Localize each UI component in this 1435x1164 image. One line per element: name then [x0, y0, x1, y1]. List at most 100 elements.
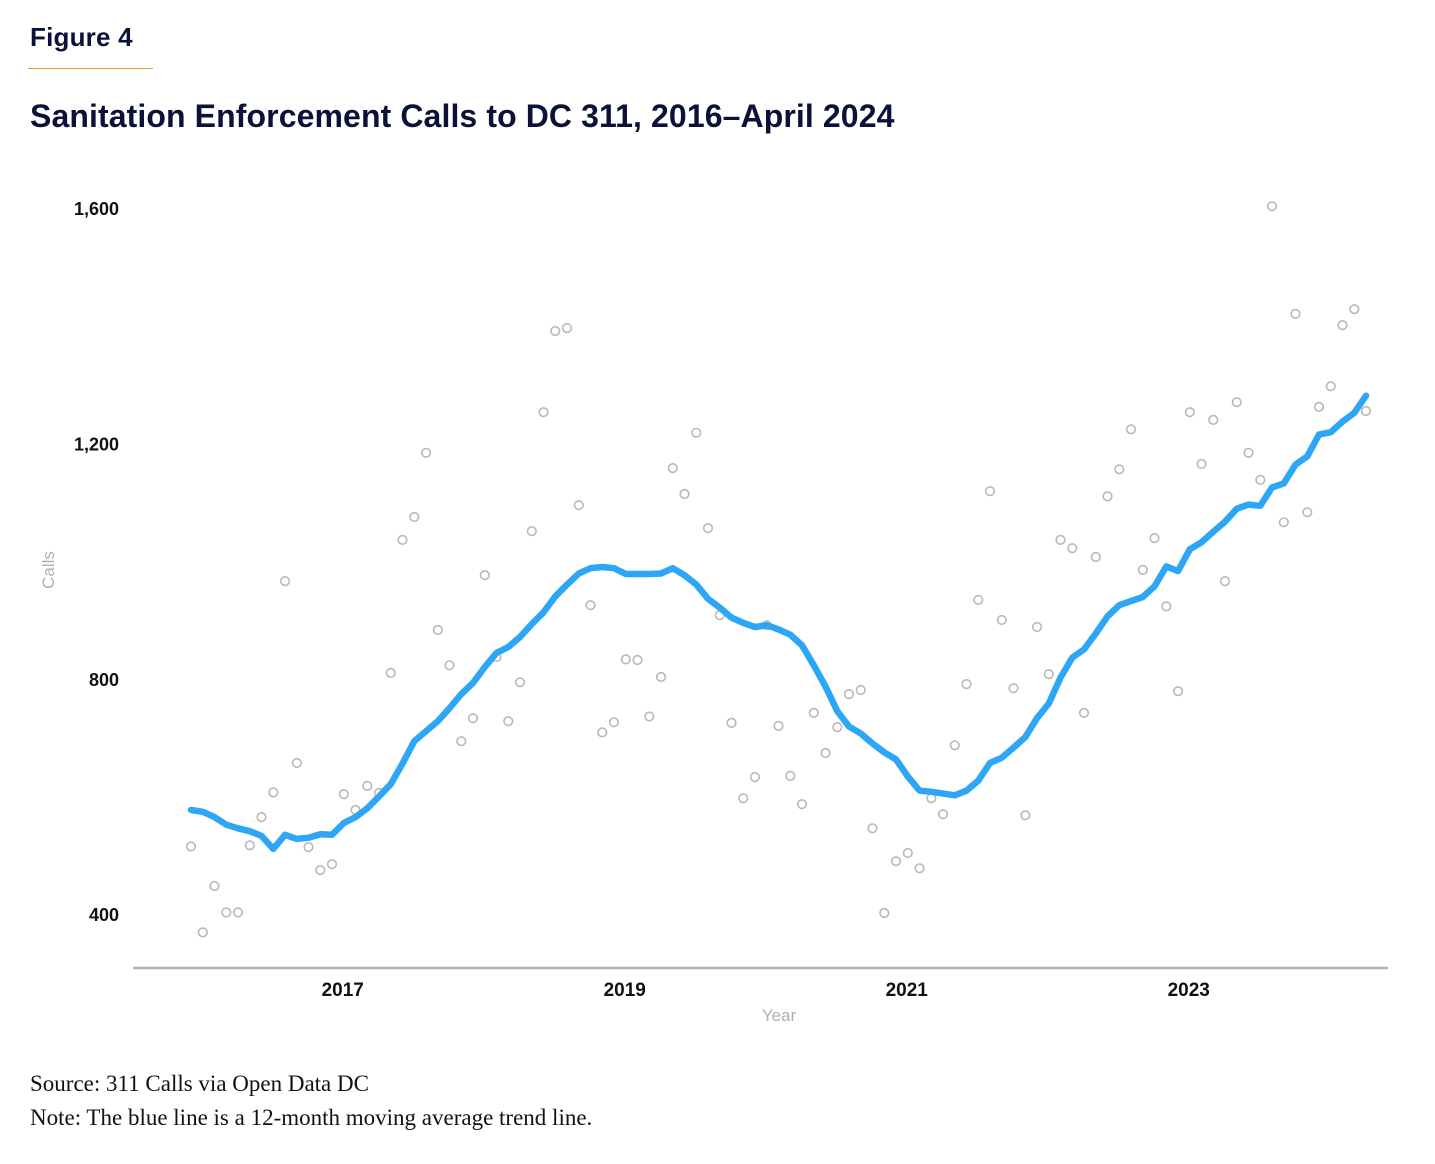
data-point: [973, 594, 984, 606]
data-point: [1078, 707, 1090, 719]
data-point: [232, 907, 244, 918]
data-point: [702, 522, 714, 534]
data-point: [1114, 464, 1125, 475]
data-point: [644, 711, 655, 722]
y-axis-title: Calls: [39, 551, 58, 589]
data-point: [221, 907, 232, 918]
data-point: [503, 716, 514, 727]
chart-title: Sanitation Enforcement Calls to DC 311, …: [30, 98, 895, 134]
data-point: [444, 660, 455, 671]
data-point: [268, 787, 279, 798]
data-point: [1172, 686, 1184, 697]
data-point: [1090, 551, 1101, 563]
scatter-points: [185, 201, 1372, 938]
data-point: [315, 864, 326, 876]
data-point: [785, 770, 796, 782]
data-point: [832, 721, 843, 733]
data-point: [1149, 532, 1160, 544]
data-point: [561, 323, 573, 334]
data-point: [1337, 320, 1348, 331]
data-point: [1008, 683, 1019, 694]
data-point: [820, 747, 831, 759]
data-point: [291, 757, 302, 769]
data-point: [456, 736, 467, 747]
figure-label: Figure 4: [30, 22, 133, 52]
x-tick-label: 2019: [604, 980, 646, 1001]
data-point: [279, 575, 291, 587]
data-point: [1196, 458, 1207, 470]
data-point: [1055, 534, 1066, 546]
x-tick-label: 2023: [1168, 980, 1210, 1001]
y-tick-label: 400: [89, 905, 119, 925]
data-point: [409, 511, 420, 523]
data-point: [808, 707, 819, 719]
data-point: [1137, 564, 1148, 576]
data-point: [667, 463, 678, 474]
data-point: [1102, 491, 1113, 502]
data-point: [1313, 401, 1325, 413]
data-point: [1020, 810, 1031, 821]
source-note: Source: 311 Calls via Open Data DC: [30, 1071, 369, 1096]
data-point: [679, 488, 690, 500]
x-tick-label: 2021: [886, 980, 929, 1001]
data-point: [573, 500, 584, 511]
data-point: [385, 667, 396, 679]
data-point: [467, 713, 479, 724]
data-point: [949, 740, 960, 751]
data-point: [855, 684, 866, 696]
data-point: [1255, 474, 1266, 486]
data-point: [879, 907, 890, 919]
data-point: [1219, 575, 1231, 587]
data-point: [1231, 397, 1242, 408]
data-point: [749, 771, 761, 783]
data-point: [1125, 424, 1137, 435]
data-point: [691, 427, 702, 438]
data-point: [1031, 621, 1043, 633]
data-point: [526, 525, 537, 537]
data-point: [1243, 447, 1254, 458]
data-point: [597, 727, 608, 738]
data-point: [1349, 304, 1360, 315]
y-tick-label: 800: [89, 670, 119, 690]
data-point: [256, 811, 267, 823]
data-point: [1266, 201, 1278, 212]
x-axis-title: Year: [762, 1006, 797, 1025]
data-point: [326, 859, 338, 870]
data-point: [1184, 407, 1195, 418]
data-point: [1067, 543, 1078, 554]
y-tick-label: 1,600: [74, 199, 119, 219]
data-point: [796, 799, 808, 810]
data-point: [479, 570, 490, 581]
data-point: [420, 447, 432, 458]
data-point: [397, 534, 408, 546]
x-tick-label: 2017: [322, 980, 364, 1001]
data-point: [738, 793, 749, 804]
data-point: [585, 600, 596, 611]
data-point: [632, 654, 643, 666]
trend-line: [187, 392, 1370, 853]
data-point: [890, 856, 902, 867]
data-point: [773, 720, 784, 732]
data-point: [514, 677, 526, 688]
data-point: [867, 823, 878, 834]
data-point: [620, 654, 631, 665]
data-point: [1161, 601, 1172, 612]
data-point: [726, 717, 737, 729]
data-point: [538, 407, 549, 418]
data-point: [1325, 381, 1336, 392]
data-point: [1360, 405, 1372, 417]
y-tick-label: 1,200: [74, 434, 119, 454]
data-point: [432, 624, 443, 636]
data-point: [1302, 507, 1313, 518]
data-point: [996, 614, 1007, 626]
data-point: [550, 325, 561, 337]
data-point: [197, 927, 208, 938]
data-point: [338, 788, 349, 800]
data-point: [984, 486, 996, 497]
x-axis-ticks: 2017 2019 2021 2023: [322, 980, 1210, 1001]
data-point: [608, 717, 620, 728]
data-point: [961, 678, 972, 690]
data-point: [244, 840, 255, 851]
data-point: [362, 780, 373, 792]
